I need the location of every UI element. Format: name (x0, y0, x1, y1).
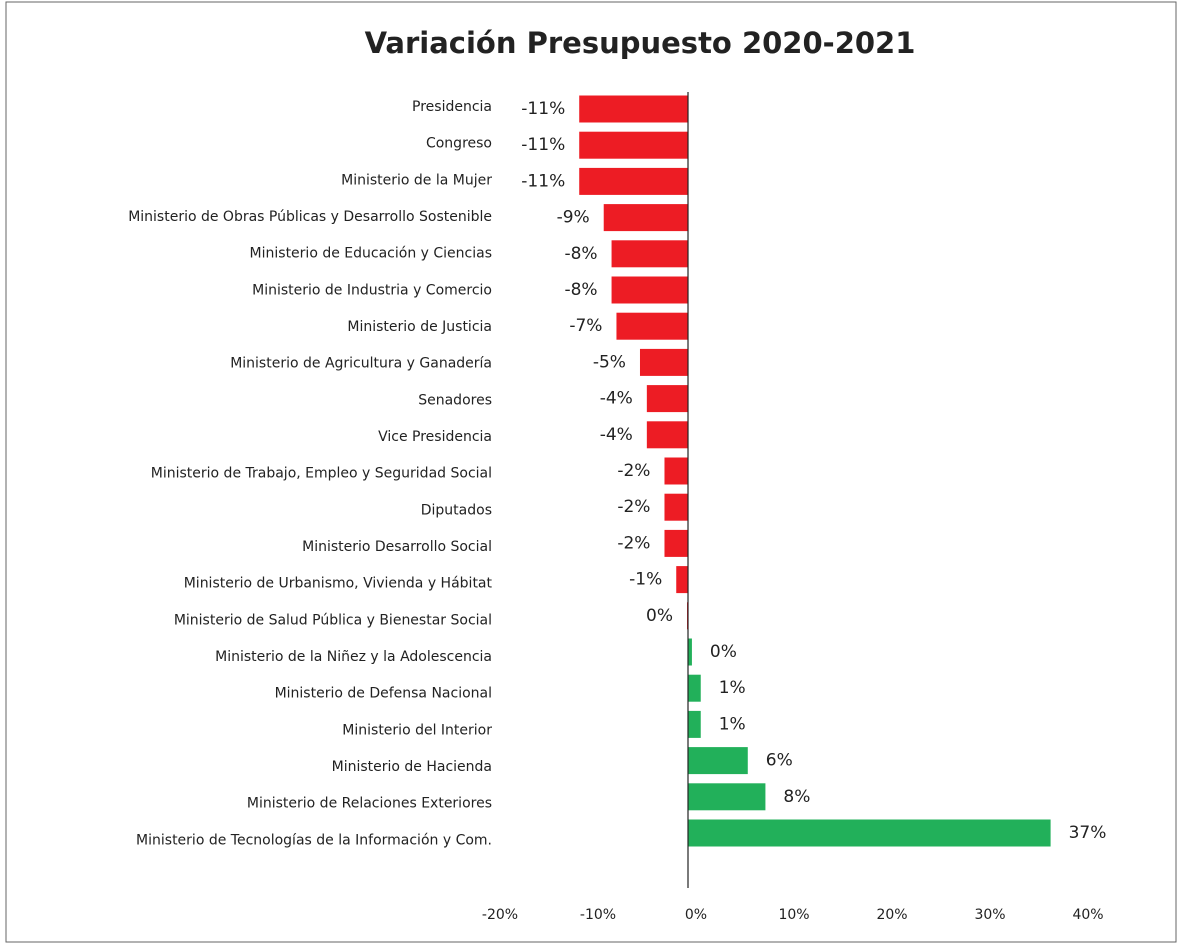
bar (616, 312, 688, 340)
value-label: -8% (564, 244, 597, 264)
value-label: 1% (719, 714, 746, 734)
x-tick-label: 0% (685, 907, 707, 923)
bar (688, 710, 701, 738)
bar (646, 385, 688, 413)
value-label: 0% (646, 606, 673, 626)
value-label: 6% (766, 751, 793, 771)
value-label: -2% (617, 461, 650, 481)
category-label: Ministerio de Industria y Comercio (252, 282, 492, 298)
x-tick-label: 10% (778, 907, 809, 923)
bar (688, 819, 1051, 847)
value-label: -4% (600, 389, 633, 409)
x-tick-label: 30% (974, 907, 1005, 923)
bar (676, 566, 688, 594)
category-label: Ministerio de Obras Públicas y Desarroll… (128, 209, 492, 225)
bar (664, 529, 688, 557)
bar (688, 747, 748, 775)
x-tick-label: 40% (1072, 907, 1103, 923)
bar (639, 348, 688, 376)
category-label: Ministerio de Urbanismo, Vivienda y Hábi… (184, 576, 493, 592)
bar (579, 95, 688, 123)
value-label: 1% (719, 678, 746, 698)
category-label: Ministerio Desarrollo Social (302, 539, 492, 555)
value-label: -11% (521, 135, 565, 155)
category-label: Senadores (418, 392, 492, 408)
bar (603, 204, 688, 232)
value-label: 8% (783, 787, 810, 807)
bar (579, 131, 688, 159)
category-label: Ministerio de Relaciones Exteriores (247, 796, 492, 812)
value-label: 0% (710, 642, 737, 662)
value-label: -2% (617, 533, 650, 553)
category-label: Ministerio de la Mujer (341, 172, 492, 188)
value-label: -2% (617, 497, 650, 517)
category-label: Ministerio de Hacienda (332, 759, 492, 775)
category-label: Ministerio de Trabajo, Empleo y Segurida… (151, 466, 492, 482)
x-tick-label: -20% (482, 907, 518, 923)
value-label: -1% (629, 570, 662, 590)
x-tick-label: 20% (876, 907, 907, 923)
category-label: Ministerio de Salud Pública y Bienestar … (174, 612, 492, 628)
value-label: -11% (521, 171, 565, 191)
x-tick-label: -10% (580, 907, 616, 923)
category-label: Ministerio de Agricultura y Ganadería (230, 356, 492, 372)
category-label: Ministerio del Interior (342, 722, 492, 738)
value-label: -11% (521, 99, 565, 119)
category-label: Ministerio de Tecnologías de la Informac… (136, 832, 492, 848)
category-label: Presidencia (412, 99, 492, 115)
bar (579, 167, 688, 195)
bar (611, 276, 688, 304)
category-label: Vice Presidencia (378, 429, 492, 445)
bar (688, 783, 766, 811)
bar (688, 638, 692, 666)
bar (664, 493, 688, 521)
bar (664, 457, 688, 485)
bar (688, 674, 701, 702)
frame (5, 1, 1177, 943)
value-label: 37% (1069, 823, 1107, 843)
chart-title: Variación Presupuesto 2020-2021 (365, 26, 916, 60)
value-label: -7% (569, 316, 602, 336)
category-label: Diputados (421, 502, 492, 518)
value-label: -8% (564, 280, 597, 300)
bar (611, 240, 688, 268)
value-label: -9% (557, 208, 590, 228)
category-label: Ministerio de Justicia (347, 319, 492, 335)
bar (646, 421, 688, 449)
category-label: Ministerio de Defensa Nacional (275, 686, 492, 702)
category-label: Ministerio de Educación y Ciencias (250, 246, 492, 262)
value-label: -4% (600, 425, 633, 445)
category-label: Ministerio de la Niñez y la Adolescencia (215, 649, 492, 665)
category-label: Congreso (426, 136, 492, 152)
value-label: -5% (593, 352, 626, 372)
